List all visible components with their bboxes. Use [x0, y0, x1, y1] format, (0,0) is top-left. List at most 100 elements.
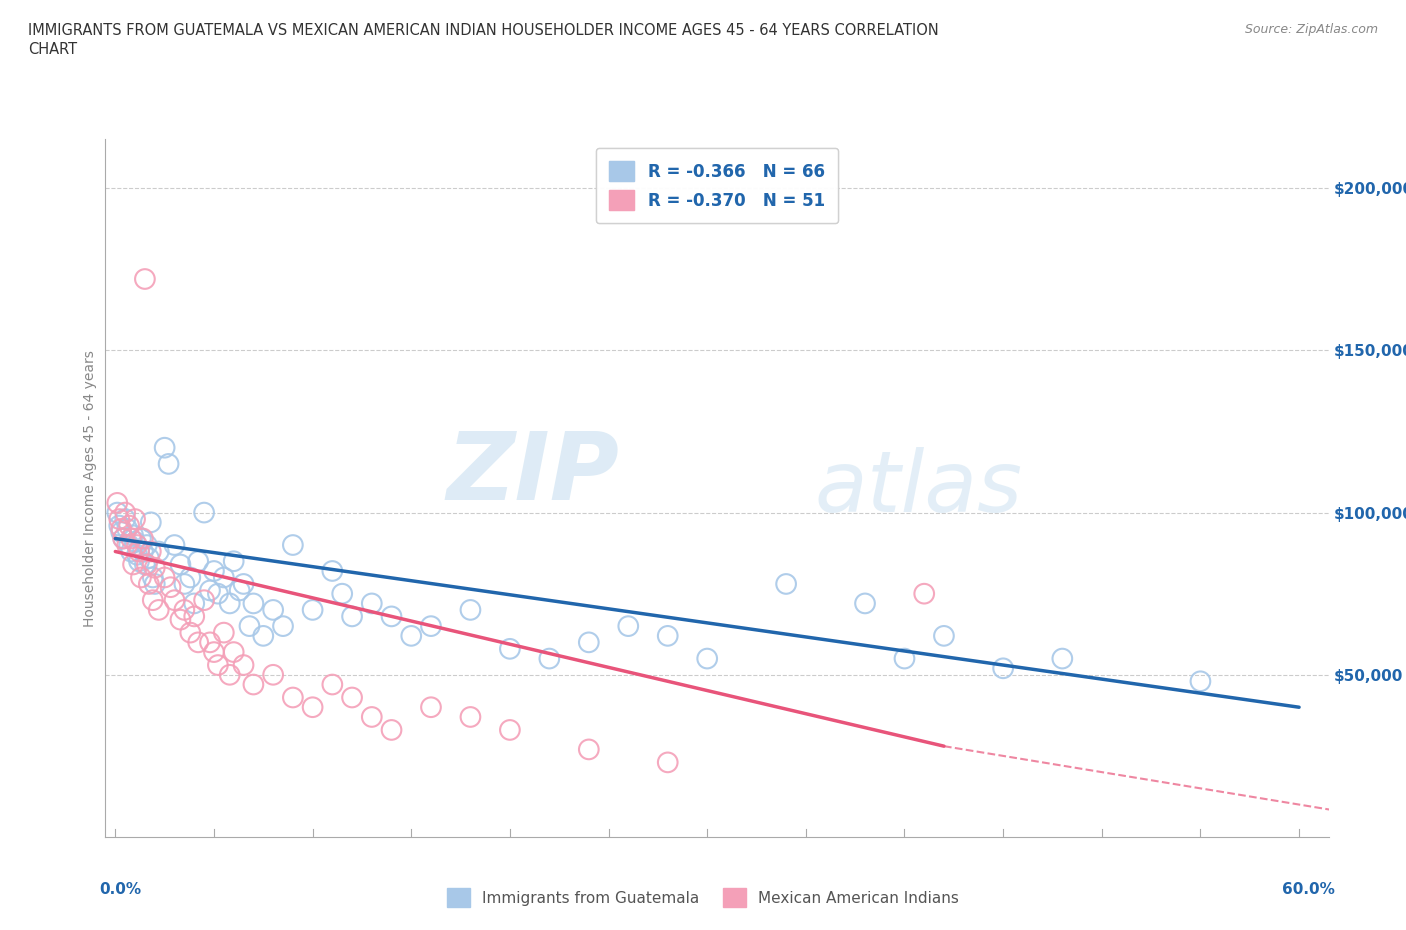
Point [179, 625, 201, 640]
Point [128, 553, 150, 568]
Point [912, 586, 935, 601]
Point [105, 496, 128, 511]
Point [173, 577, 195, 591]
Point [218, 596, 240, 611]
Point [657, 755, 679, 770]
Text: IMMIGRANTS FROM GUATEMALA VS MEXICAN AMERICAN INDIAN HOUSEHOLDER INCOME AGES 45 : IMMIGRANTS FROM GUATEMALA VS MEXICAN AME… [28, 23, 939, 38]
Point [212, 570, 235, 585]
Point [657, 629, 679, 644]
Point [228, 583, 250, 598]
Point [134, 557, 156, 572]
Point [222, 644, 245, 659]
Point [321, 564, 343, 578]
Point [114, 512, 136, 526]
Point [128, 544, 150, 559]
Point [163, 538, 186, 552]
Point [202, 644, 225, 659]
Point [115, 522, 138, 537]
Text: 60.0%: 60.0% [1282, 883, 1334, 897]
Point [169, 612, 191, 627]
Point [143, 560, 166, 575]
Point [281, 538, 304, 552]
Point [110, 525, 132, 539]
Point [135, 538, 157, 552]
Point [108, 512, 131, 526]
Point [124, 512, 146, 526]
Point [110, 522, 132, 537]
Point [132, 531, 155, 546]
Point [118, 518, 141, 533]
Point [139, 515, 162, 530]
Point [142, 592, 165, 607]
Point [122, 528, 145, 543]
Point [138, 551, 160, 565]
Legend: Immigrants from Guatemala, Mexican American Indians: Immigrants from Guatemala, Mexican Ameri… [441, 883, 965, 913]
Point [538, 651, 561, 666]
Point [1052, 651, 1074, 666]
Point [578, 742, 600, 757]
Point [360, 710, 382, 724]
Point [183, 596, 205, 611]
Point [157, 457, 180, 472]
Point [460, 710, 482, 724]
Y-axis label: Householder Income Ages 45 - 64 years: Householder Income Ages 45 - 64 years [83, 350, 97, 627]
Point [129, 531, 152, 546]
Point [129, 570, 152, 585]
Point [120, 544, 142, 559]
Point [380, 723, 402, 737]
Text: ZIP: ZIP [446, 429, 619, 520]
Text: atlas: atlas [815, 446, 1024, 530]
Point [420, 699, 443, 714]
Point [112, 531, 135, 546]
Point [499, 723, 522, 737]
Point [460, 603, 482, 618]
Point [262, 603, 284, 618]
Point [120, 531, 142, 546]
Point [193, 592, 215, 607]
Point [148, 603, 170, 618]
Point [105, 505, 128, 520]
Point [124, 535, 146, 550]
Point [281, 690, 304, 705]
Point [138, 577, 160, 591]
Text: Source: ZipAtlas.com: Source: ZipAtlas.com [1244, 23, 1378, 36]
Point [122, 557, 145, 572]
Point [139, 544, 162, 559]
Point [252, 629, 274, 644]
Point [578, 635, 600, 650]
Point [330, 586, 353, 601]
Point [893, 651, 915, 666]
Point [232, 658, 254, 672]
Point [340, 609, 363, 624]
Point [321, 677, 343, 692]
Point [222, 553, 245, 568]
Point [187, 553, 209, 568]
Point [173, 603, 195, 618]
Point [198, 635, 221, 650]
Point [207, 586, 229, 601]
Point [118, 538, 141, 552]
Point [163, 592, 186, 607]
Point [380, 609, 402, 624]
Point [207, 658, 229, 672]
Point [696, 651, 718, 666]
Point [169, 557, 191, 572]
Point [301, 603, 323, 618]
Point [112, 531, 135, 546]
Point [238, 618, 260, 633]
Point [142, 570, 165, 585]
Point [932, 629, 955, 644]
Text: CHART: CHART [28, 42, 77, 57]
Point [399, 629, 422, 644]
Point [853, 596, 876, 611]
Point [617, 618, 640, 633]
Point [179, 570, 201, 585]
Point [271, 618, 294, 633]
Point [232, 577, 254, 591]
Point [420, 618, 443, 633]
Point [202, 564, 225, 578]
Point [153, 570, 176, 585]
Point [775, 577, 797, 591]
Point [125, 538, 148, 552]
Point [340, 690, 363, 705]
